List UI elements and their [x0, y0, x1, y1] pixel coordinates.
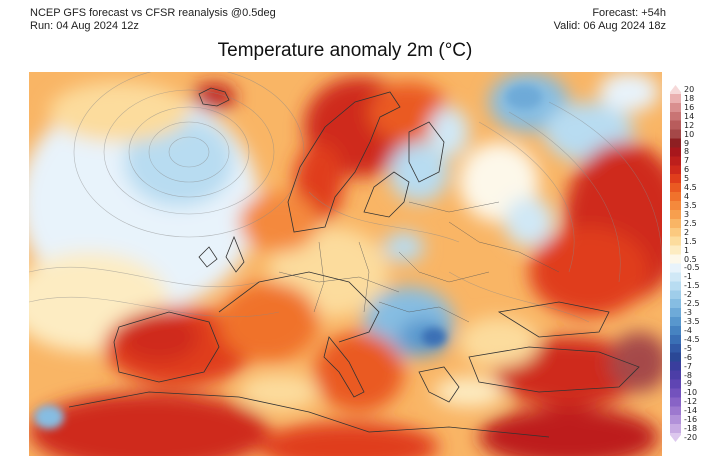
coastlines: [68, 87, 640, 438]
colorbar-tick-label: 2: [684, 227, 690, 237]
colorbar-tick-label: -5: [684, 343, 692, 353]
colorbar-tick-label: -4.5: [684, 334, 700, 344]
colorbar-tick-label: 20: [684, 84, 695, 94]
run-time-label: Run: 04 Aug 2024 12z: [30, 20, 139, 32]
colorbar-tick-label: 12: [684, 120, 695, 130]
colorbar-tick-label: -1: [684, 272, 692, 282]
isobar-lines: [29, 72, 662, 323]
colorbar-tick-label: -14: [684, 406, 698, 416]
colorbar-tick-label: 18: [684, 93, 695, 103]
colorbar-tick-label: 1: [684, 245, 690, 255]
colorbar-tick-label: 5: [684, 174, 690, 184]
colorbar-tick-label: 16: [684, 102, 695, 112]
model-info-label: NCEP GFS forecast vs CFSR reanalysis @0.…: [30, 7, 276, 19]
colorbar-tick-label: -7: [684, 361, 692, 371]
colorbar-tick-label: -18: [684, 424, 698, 434]
colorbar-tick-label: -4: [684, 325, 692, 335]
colorbar-tick-label: -3.5: [684, 317, 700, 326]
colorbar-tick-label: -3: [684, 308, 692, 318]
colorbar-tick-label: -9: [684, 379, 692, 389]
anomaly-field: [29, 72, 662, 456]
colorbar-tick-label: 4.5: [684, 183, 697, 193]
colorbar-tick-label: -12: [684, 397, 698, 407]
colorbar: [670, 85, 681, 442]
colorbar-tick-label: 6: [684, 165, 690, 175]
colorbar-tick-label: 4: [684, 192, 690, 202]
colorbar-tick-label: 3: [684, 209, 690, 219]
colorbar-tick-label: 2.5: [684, 218, 697, 228]
valid-time-label: Valid: 06 Aug 2024 18z: [553, 20, 666, 32]
colorbar-tick-label: -0.5: [684, 263, 700, 273]
colorbar-tick-label: -8: [684, 370, 692, 380]
colorbar-tick-label: 9: [684, 138, 690, 148]
colorbar-tick-label: -10: [684, 388, 698, 398]
colorbar-tick-label: 7: [684, 156, 690, 166]
colorbar-tick-label: 14: [684, 111, 695, 121]
colorbar-tick-label: 0.5: [684, 254, 697, 264]
colorbar-tick-label: -6: [684, 352, 692, 362]
colorbar-tick-label: 1.5: [684, 236, 697, 246]
colorbar-tick-label: -2.5: [684, 299, 700, 309]
colorbar-tick-label: -20: [684, 433, 698, 443]
colorbar-tick-label: 10: [684, 129, 695, 139]
colorbar-tick-label: 3.5: [684, 200, 697, 210]
map-title: Temperature anomaly 2m (°C): [217, 40, 473, 61]
colorbar-tick-label: -2: [684, 290, 692, 300]
colorbar-tick-label: -1.5: [684, 281, 700, 291]
forecast-hour-label: Forecast: +54h: [592, 7, 666, 19]
colorbar-tick-label: -16: [684, 415, 698, 425]
colorbar-tick-label: 8: [684, 147, 690, 157]
anomaly-map: [29, 72, 662, 456]
country-borders: [278, 201, 560, 323]
